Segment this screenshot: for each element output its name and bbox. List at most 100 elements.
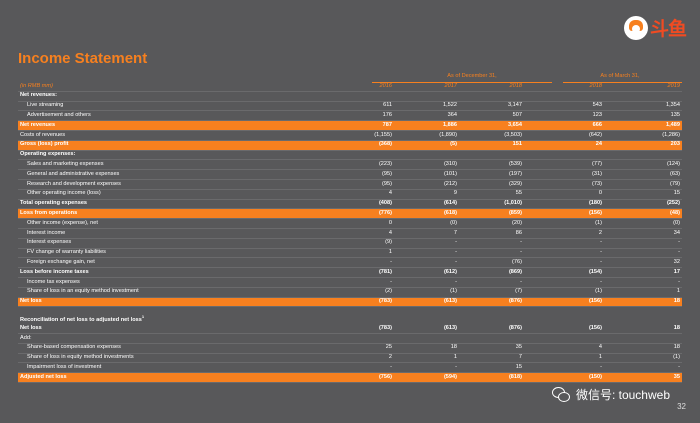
table-row: Loss from operations (776) (618) (859) (156)… [18,209,682,220]
row-value: (212) [443,180,457,187]
row-value: 1 [388,249,392,256]
row-value: (7) [515,288,522,295]
row-value: (124) [666,160,680,167]
row-value: (9) [385,239,392,246]
main-rows: Net revenues: Live streaming 611 1,522 3,147… [18,92,682,308]
row-value: (310) [443,160,457,167]
table-row: Net loss (783) (613) (876) (156) 18 [18,324,682,334]
row-label: Net revenues [20,121,56,128]
row-label: Other operating income (loss) [27,190,101,197]
row-label: Income tax expenses [27,278,80,285]
recon-footnote-mark: 1 [141,314,145,320]
row-value: - [455,239,457,246]
row-value: - [455,249,457,256]
row-value: - [390,363,392,370]
table-row: Foreign exchange gain, net - - (76) - 32 [18,258,682,269]
row-label: General and administrative expenses [27,170,120,177]
row-value: (1,286) [662,131,680,138]
row-value: 176 [382,111,392,118]
row-value: 9 [453,190,457,197]
table-row: Total operating expenses (408) (614) (1,010… [18,200,682,210]
group-header-december: As of December 31, [447,73,497,79]
row-value: (756) [378,373,392,380]
row-value: (1) [673,354,680,361]
table-row: FV change of warranty liabilities 1 - - - - [18,249,682,259]
row-value: - [678,249,680,256]
row-value: 1,886 [443,121,457,128]
row-label: Share-based compensation expenses [27,344,121,351]
row-value: (1,010) [504,200,522,207]
year-header: 2018 [509,82,522,89]
row-value: (329) [508,180,522,187]
row-value: 203 [670,141,680,148]
table-row: Net loss (783) (613) (876) (156) 18 [18,297,682,308]
row-label: Research and development expenses [27,180,121,187]
row-value: 1,354 [666,102,680,109]
row-value: - [678,363,680,370]
row-value: (223) [378,160,392,167]
page-number: 32 [677,402,686,411]
row-value: (642) [588,131,602,138]
row-value: - [390,258,392,265]
row-label: Live streaming [27,102,64,109]
row-value: (79) [670,180,680,187]
row-value: - [600,363,602,370]
row-value: 123 [592,111,602,118]
row-label: Add: [20,334,32,341]
table-row: General and administrative expenses (95) (… [18,170,682,180]
row-label: Net revenues: [20,92,57,99]
row-value: (5) [450,141,457,148]
row-value: - [455,258,457,265]
row-value: - [390,278,392,285]
row-value: (783) [378,324,392,331]
row-value: 7 [453,229,457,236]
year-header-row: (in RMB mm) 2016 2017 2018 2018 2019 [18,82,682,92]
watermark-text: 微信号: touchweb [575,388,670,402]
table-row: Loss before income taxes (781) (612) (869) (… [18,268,682,278]
row-value: 3,147 [508,102,522,109]
row-value: 55 [515,190,522,197]
row-value: (2) [385,288,392,295]
row-value: - [520,249,522,256]
group-header-march: As of March 31, [600,73,640,79]
row-value: (31) [592,170,602,177]
row-value: (614) [443,200,457,207]
row-label: Foreign exchange gain, net [27,258,95,265]
income-statement-table: As of December 31, As of March 31, (in R… [18,73,682,383]
row-value: (613) [443,324,457,331]
row-value: (618) [443,209,457,216]
table-row: Interest expenses (9) - - - - [18,239,682,249]
row-value: (197) [508,170,522,177]
row-value: 2 [598,229,602,236]
row-label: Total operating expenses [20,200,88,207]
table-row: Operating expenses: [18,151,682,161]
row-value: 0 [598,190,602,197]
row-value: - [455,278,457,285]
wechat-icon [551,387,570,402]
row-value: 7 [518,354,522,361]
row-value: (869) [508,268,522,275]
row-value: (594) [443,373,457,380]
table-row: Adjusted net loss (756) (594) (818) (150) 35 [18,373,682,383]
row-label: Operating expenses: [20,151,76,158]
logo: 斗鱼 [623,14,687,41]
table-row: Sales and marketing expenses (223) (310) (5… [18,160,682,171]
row-value: 15 [673,190,680,197]
row-value: 4 [388,190,392,197]
recon-title: Reconciliation of net loss to adjusted n… [20,317,142,324]
row-label: Loss from operations [20,209,78,216]
row-value: (818) [508,373,522,380]
row-value: (0) [673,219,680,226]
logo-text: 斗鱼 [649,19,687,40]
row-value: (150) [588,373,602,380]
row-value: 18 [450,344,457,351]
row-label: Adjusted net loss [20,373,67,380]
row-value: (20) [512,219,522,226]
row-label: Net loss [20,324,42,331]
row-value: 24 [595,141,602,148]
row-value: 35 [515,344,522,351]
unit-label: (in RMB mm) [20,82,53,89]
recon-title-row: Reconciliation of net loss to adjusted n… [18,315,682,324]
row-value: 364 [447,111,457,118]
row-value: (408) [378,200,392,207]
